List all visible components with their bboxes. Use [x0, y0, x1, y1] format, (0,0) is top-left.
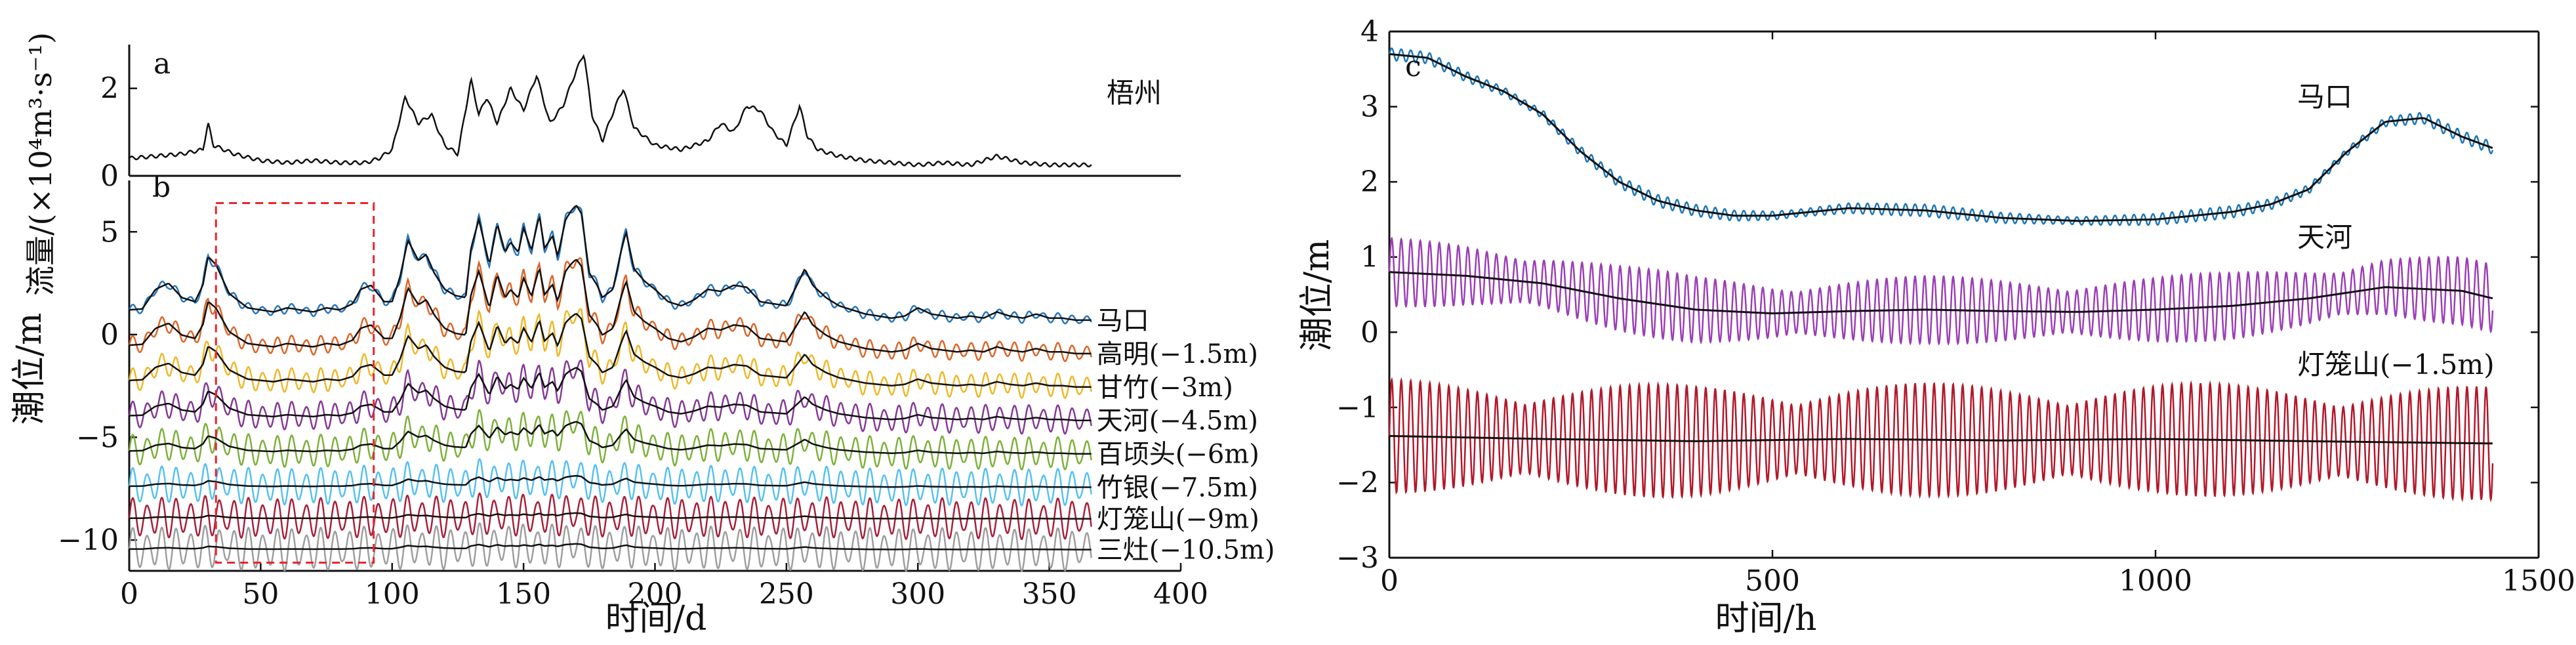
panel-b: 0 50 100 150 200 250 300 350 400 −10 −5 0 5 马口高明(−1.5… [10, 171, 1275, 638]
panel-b-label: b [152, 171, 171, 204]
y-tick-label: 5 [100, 215, 119, 249]
series-line-wuzhou [129, 54, 1092, 168]
panel-c-series-label-3: 灯笼山(−1.5m) [2297, 348, 2495, 381]
tidal-series-8 [128, 522, 1092, 572]
hourly-mean-2 [1389, 271, 2493, 315]
series-label-4: 天河(−4.5m) [1097, 406, 1258, 436]
y-tick-label: 4 [1360, 15, 1379, 49]
x-tick-label: 150 [496, 577, 551, 611]
y-tick-label: 3 [1360, 91, 1379, 124]
mean-series-4 [129, 367, 1092, 421]
mean-series-5 [129, 421, 1092, 455]
tidal-series-5 [128, 409, 1092, 471]
panel-a: 02 a 梧州 流量/(×10⁴m³·s⁻¹) [23, 32, 1181, 296]
tidal-series-6 [128, 458, 1092, 507]
panel-b-plot-area: 0 50 100 150 200 250 300 350 400 −10 −5 0 5 马口高明(−1.5… [58, 180, 1275, 611]
x-tick-label: 250 [759, 577, 814, 611]
y-tick-label: 2 [1360, 165, 1379, 199]
panel-a-plot-area: 02 [100, 45, 1181, 193]
y-tick-label: −1 [1336, 391, 1379, 425]
y-tick-label: 0 [1360, 316, 1379, 349]
tidal-series-7 [128, 492, 1092, 541]
panel-a-ylabel: 流量/(×10⁴m³·s⁻¹) [23, 32, 58, 296]
panel-c-label: c [1405, 50, 1421, 83]
x-tick-label: 1500 [2502, 564, 2575, 598]
x-tick-label: 100 [365, 577, 420, 611]
x-tick-label: 0 [1380, 564, 1399, 598]
y-tick-label: −3 [1336, 541, 1379, 575]
x-tick-label: 0 [120, 577, 138, 611]
series-label-5: 百顷头(−6m) [1097, 440, 1259, 470]
panel-c-xlabel: 时间/h [1715, 599, 1816, 638]
panel-b-ylabel: 潮位/m [10, 313, 49, 425]
hourly-series-3 [1388, 377, 2494, 503]
x-tick-label: 50 [242, 577, 279, 611]
panel-c-series-label-1: 马口 [2297, 81, 2352, 113]
panel-a-station-label: 梧州 [1107, 77, 1162, 109]
hourly-mean-1 [1389, 52, 2493, 222]
tidal-series-3 [128, 308, 1092, 399]
x-tick-label: 500 [1745, 564, 1800, 598]
mean-series-6 [129, 474, 1092, 488]
hourly-mean-3 [1389, 434, 2493, 445]
x-tick-label: 300 [890, 577, 945, 611]
x-tick-label: 200 [628, 577, 683, 611]
series-label-7: 灯笼山(−9m) [1097, 505, 1259, 535]
panel-b-xlabel: 时间/d [605, 599, 707, 638]
hourly-series-2 [1388, 236, 2494, 346]
series-label-2: 高明(−1.5m) [1097, 339, 1258, 369]
hourly-series-1 [1388, 47, 2494, 226]
tidal-series-1 [128, 205, 1092, 325]
mean-series-2 [129, 259, 1092, 355]
x-tick-label: 350 [1022, 577, 1077, 611]
series-label-8: 三灶(−10.5m) [1097, 535, 1275, 566]
x-tick-label: 400 [1153, 577, 1208, 611]
mean-series-1 [129, 205, 1092, 322]
y-tick-label: −5 [76, 421, 119, 454]
tidal-series-4 [128, 359, 1092, 435]
y-tick-label: 0 [100, 318, 119, 352]
panel-c-series-label-2: 天河 [2297, 221, 2352, 253]
y-tick-label: −10 [58, 524, 119, 557]
series-label-6: 竹银(−7.5m) [1097, 473, 1258, 503]
panel-c-ylabel: 潮位/m [1298, 239, 1337, 352]
panel-a-label: a [153, 47, 171, 81]
y-tick-label: 1 [1360, 241, 1379, 274]
y-tick-label: −2 [1336, 466, 1379, 499]
y-tick-label: 0 [100, 159, 119, 193]
tidal-series-2 [128, 257, 1092, 362]
mean-series-3 [129, 312, 1092, 388]
x-tick-label: 1000 [2119, 564, 2192, 598]
mean-series-7 [129, 512, 1092, 520]
series-label-1: 马口 [1097, 306, 1149, 336]
highlight-box [215, 201, 375, 564]
mean-series-8 [129, 543, 1092, 551]
y-tick-label: 2 [100, 72, 119, 106]
series-label-3: 甘竹(−3m) [1097, 373, 1233, 403]
